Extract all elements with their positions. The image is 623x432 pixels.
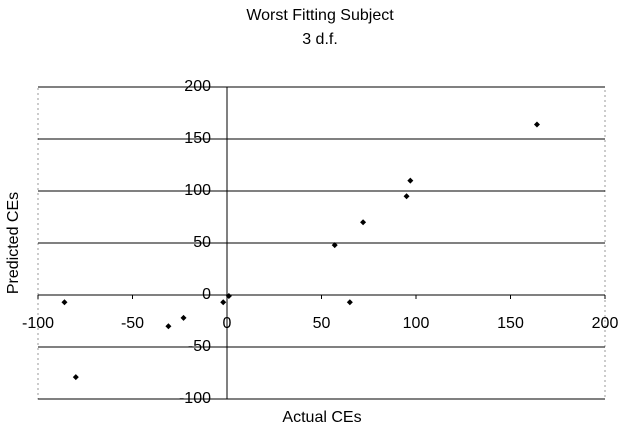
y-tick-label: 200 xyxy=(184,78,211,95)
point xyxy=(225,293,232,300)
y-tick-label: 100 xyxy=(184,182,211,199)
y-tick-label: -50 xyxy=(188,338,211,355)
x-tick-label: 100 xyxy=(403,315,430,332)
y-tick-label: 150 xyxy=(184,130,211,147)
x-tick-label: 50 xyxy=(313,315,331,332)
x-tick-label: -100 xyxy=(22,315,54,332)
y-tick-label: -100 xyxy=(179,390,211,407)
point xyxy=(403,193,410,200)
y-axis-label: Predicted CEs xyxy=(5,192,22,294)
x-tick-label: 150 xyxy=(497,315,524,332)
point xyxy=(72,374,79,381)
point xyxy=(533,121,540,128)
point xyxy=(407,177,414,184)
x-axis-label: Actual CEs xyxy=(282,409,361,426)
point xyxy=(360,219,367,226)
point xyxy=(220,299,227,306)
x-tick-label: 200 xyxy=(592,315,619,332)
chart-subtitle: 3 d.f. xyxy=(302,31,338,48)
chart-title: Worst Fitting Subject xyxy=(246,7,394,24)
point xyxy=(165,323,172,330)
point xyxy=(346,299,353,306)
y-tick-label: 50 xyxy=(193,234,211,251)
point xyxy=(61,299,68,306)
x-tick-label: -50 xyxy=(121,315,144,332)
point xyxy=(180,314,187,321)
point xyxy=(331,242,338,249)
